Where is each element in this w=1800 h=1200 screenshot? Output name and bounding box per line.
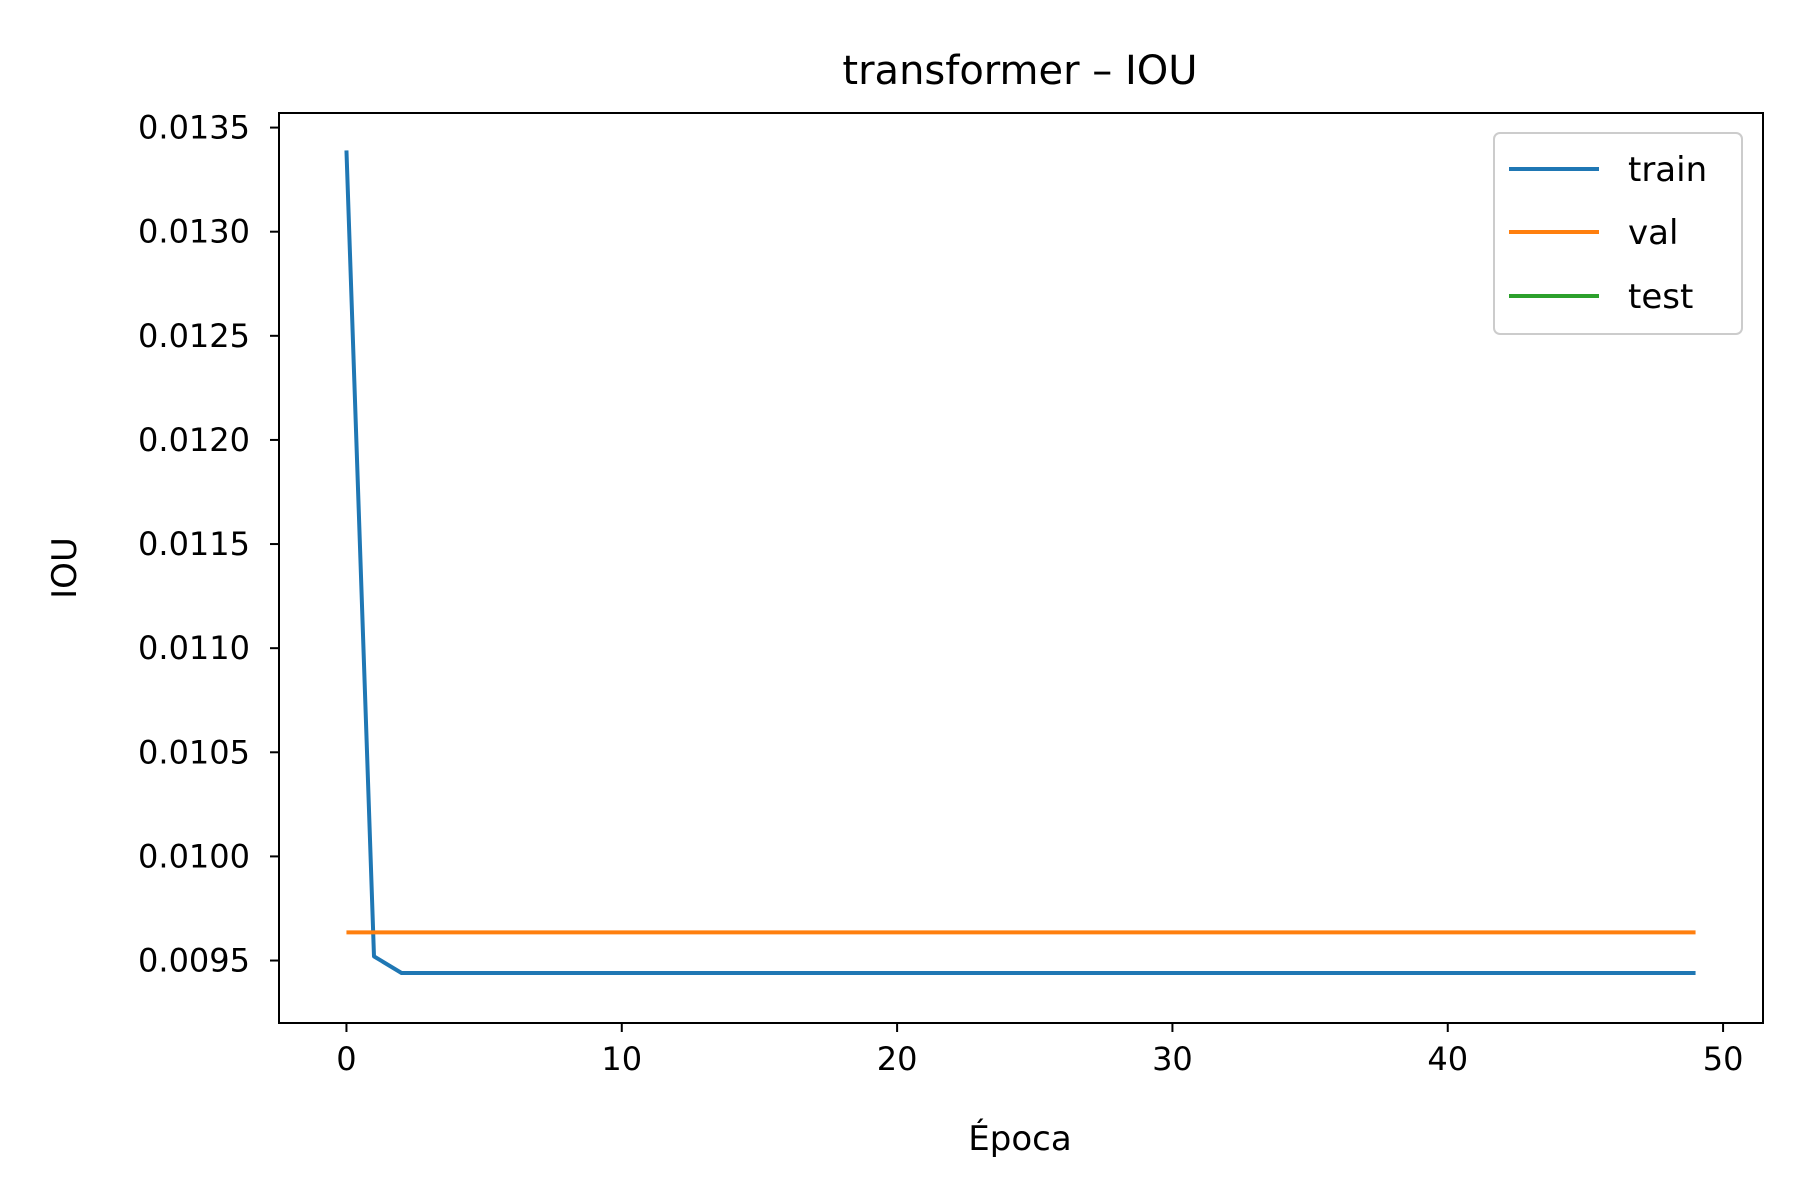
- plot-series: [344, 150, 1696, 976]
- y-tick-label: 0.0130: [138, 213, 250, 251]
- x-axis-ticks: 0 10 20 30 40 50: [336, 1023, 1743, 1078]
- legend-frame: [1493, 132, 1743, 335]
- y-tick-label: 0.0125: [138, 317, 250, 355]
- plot-area-frame: [278, 112, 1764, 1024]
- y-tick-label: 0.0135: [138, 109, 250, 147]
- x-axis-label: Época: [968, 1118, 1071, 1159]
- series-line-train: [344, 150, 1696, 976]
- legend-label-val: val: [1628, 213, 1678, 253]
- y-tick-label: 0.0100: [138, 837, 250, 875]
- legend-label-train: train: [1628, 150, 1707, 190]
- y-tick-label: 0.0105: [138, 733, 250, 771]
- y-tick-label: 0.0110: [138, 629, 250, 667]
- legend: train val test: [1493, 132, 1743, 335]
- x-tick-label: 40: [1427, 1040, 1468, 1078]
- y-tick-label: 0.0095: [138, 942, 250, 980]
- chart-title: transformer – IOU: [842, 48, 1197, 94]
- legend-label-test: test: [1628, 277, 1693, 317]
- x-tick-label: 30: [1152, 1040, 1193, 1078]
- y-axis-label: IOU: [45, 537, 85, 599]
- x-tick-label: 10: [601, 1040, 642, 1078]
- x-tick-label: 0: [336, 1040, 356, 1078]
- y-tick-label: 0.0120: [138, 421, 250, 459]
- x-tick-label: 50: [1703, 1040, 1744, 1078]
- x-tick-label: 20: [877, 1040, 918, 1078]
- y-axis-ticks: 0.0095 0.0100 0.0105 0.0110 0.0115 0.0120 0.01…: [138, 109, 279, 980]
- y-tick-label: 0.0115: [138, 525, 250, 563]
